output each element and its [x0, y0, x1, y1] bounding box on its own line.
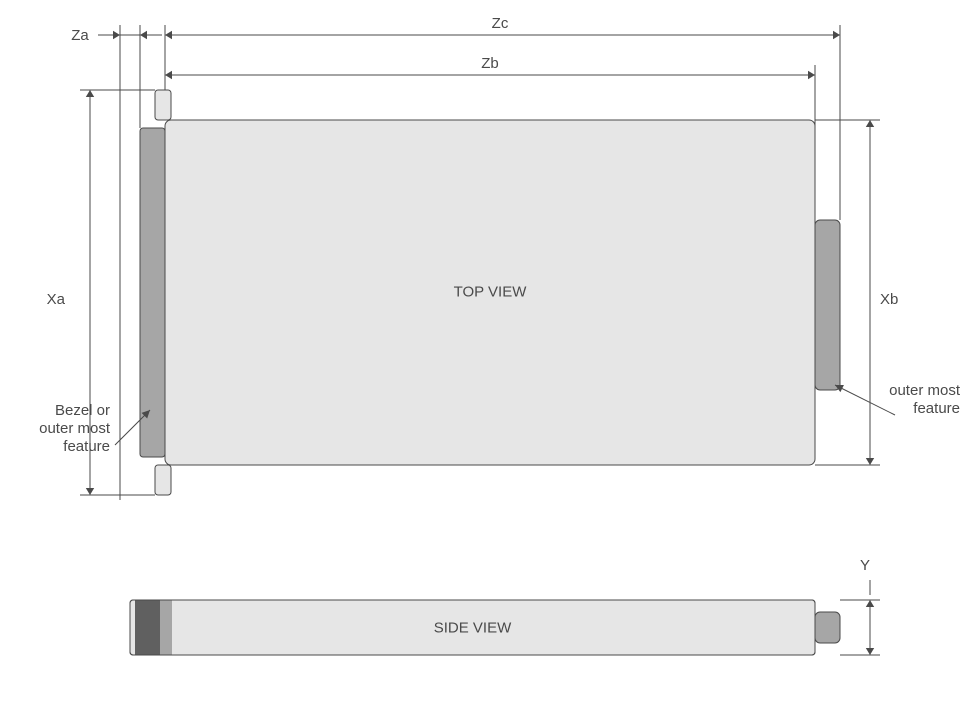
engineering-diagram: TOP VIEWSIDE VIEWZaZcZbXaXbYBezel oroute… [0, 0, 975, 703]
dim-label-Zc: Zc [492, 15, 509, 32]
callout-rear-line1: feature [913, 400, 960, 417]
top-view-bezel [140, 128, 165, 457]
dim-label-Xb: Xb [880, 291, 898, 308]
top-view-label: TOP VIEW [454, 283, 528, 300]
top-view-tab-top [155, 90, 171, 120]
side-view-bezel-light [160, 600, 172, 655]
callout-bezel-line1: outer most [39, 420, 111, 437]
dim-label-Za: Za [71, 27, 89, 44]
dim-label-Zb: Zb [481, 55, 499, 72]
dim-label-Y: Y [860, 557, 870, 574]
side-view-label: SIDE VIEW [434, 619, 512, 636]
callout-leader-rear [835, 385, 895, 415]
top-view-rear-feature [815, 220, 840, 390]
callout-rear-line0: outer most [889, 382, 961, 399]
side-view-rear-feature [815, 612, 840, 643]
top-view-tab-bottom [155, 465, 171, 495]
callout-bezel-line0: Bezel or [55, 402, 110, 419]
side-view-bezel-dark [135, 600, 160, 655]
callout-bezel-line2: feature [63, 438, 110, 455]
dim-label-Xa: Xa [47, 291, 66, 308]
